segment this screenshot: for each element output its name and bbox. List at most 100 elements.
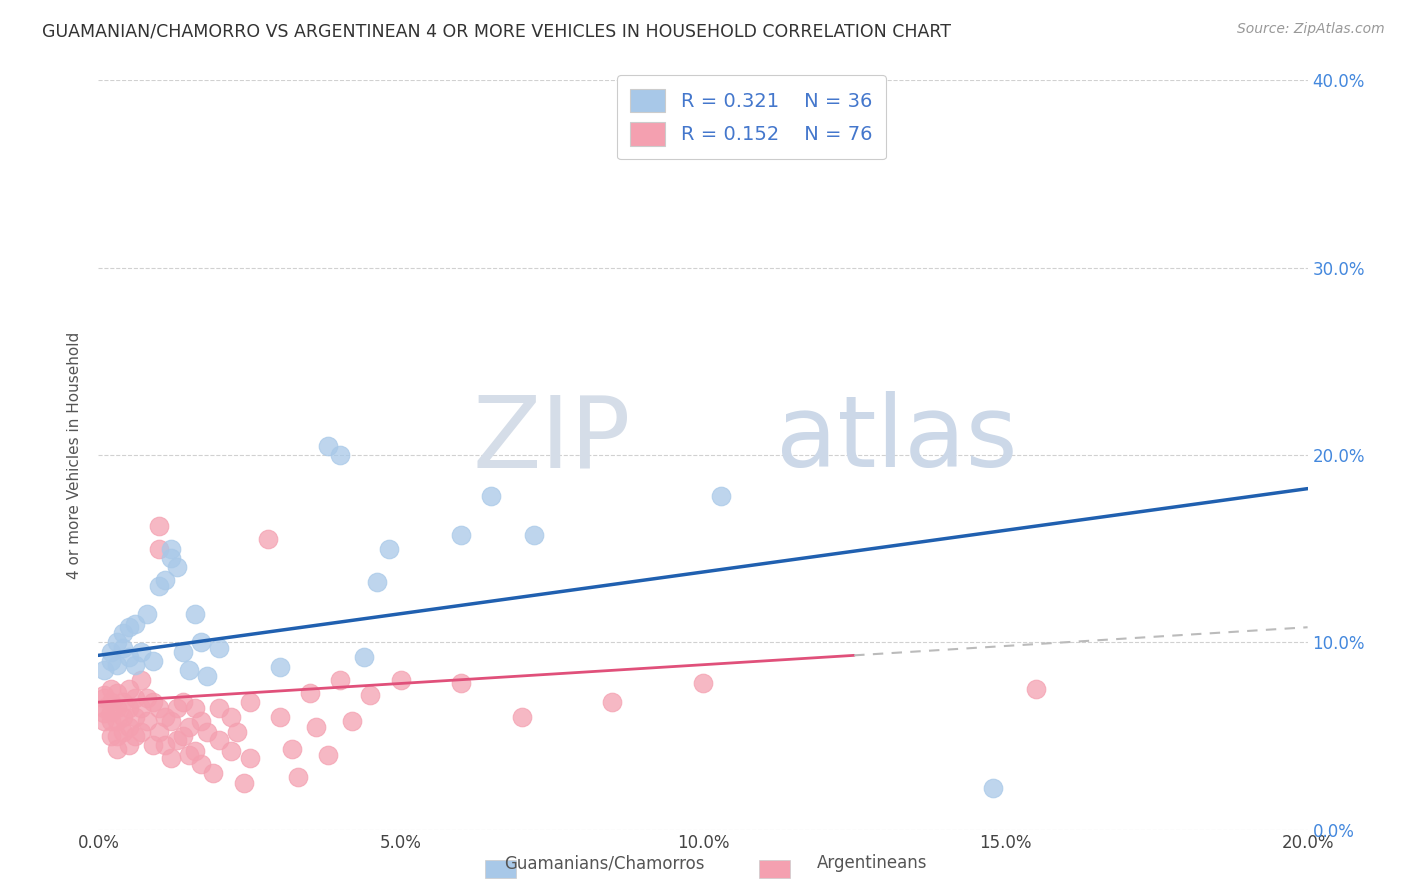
Point	[105, 701, 128, 715]
Point	[353, 650, 375, 665]
Point	[93, 714, 115, 728]
Point	[124, 691, 146, 706]
Point	[153, 574, 176, 588]
Point	[135, 714, 157, 728]
Point	[195, 725, 218, 739]
Point	[510, 710, 533, 724]
Point	[135, 607, 157, 621]
Point	[239, 695, 262, 709]
Point	[299, 686, 322, 700]
Point	[166, 732, 188, 747]
Point	[481, 489, 503, 503]
Point	[105, 635, 128, 649]
Point	[179, 719, 201, 733]
Point	[100, 644, 122, 658]
Point	[124, 657, 146, 672]
Point	[342, 714, 364, 728]
Point	[184, 744, 207, 758]
Point	[172, 644, 194, 658]
Point	[221, 710, 243, 724]
Point	[239, 751, 262, 765]
Point	[1024, 682, 1046, 697]
Point	[118, 719, 141, 733]
Point	[142, 654, 165, 668]
Point	[93, 701, 115, 715]
Point	[129, 644, 152, 658]
Point	[316, 747, 339, 762]
Point	[221, 744, 243, 758]
Point	[160, 714, 183, 728]
Point	[142, 739, 165, 753]
Point	[305, 719, 328, 733]
Point	[450, 676, 472, 690]
Point	[269, 659, 291, 673]
Point	[281, 742, 304, 756]
Point	[142, 695, 165, 709]
Point	[93, 691, 115, 706]
Point	[184, 607, 207, 621]
Point	[124, 710, 146, 724]
Point	[124, 729, 146, 743]
Point	[148, 579, 170, 593]
Point	[316, 439, 339, 453]
Point	[129, 673, 152, 687]
Point	[118, 739, 141, 753]
Point	[269, 710, 291, 724]
Point	[93, 706, 115, 721]
Point	[190, 714, 212, 728]
Point	[148, 701, 170, 715]
Point	[232, 776, 254, 790]
Point	[100, 695, 122, 709]
Point	[195, 669, 218, 683]
Point	[179, 664, 201, 678]
Text: Guamanians/Chamorros: Guamanians/Chamorros	[505, 855, 704, 872]
Point	[166, 560, 188, 574]
Point	[166, 701, 188, 715]
Point	[172, 729, 194, 743]
Point	[105, 742, 128, 756]
Point	[105, 729, 128, 743]
Point	[105, 714, 128, 728]
Point	[160, 551, 183, 566]
Point	[111, 710, 134, 724]
Text: ZIP: ZIP	[472, 392, 630, 489]
Point	[118, 620, 141, 634]
Point	[100, 654, 122, 668]
Point	[93, 664, 115, 678]
Point	[118, 682, 141, 697]
Point	[100, 714, 122, 728]
Point	[981, 781, 1004, 796]
Point	[105, 657, 128, 672]
Point	[523, 528, 546, 542]
Point	[111, 695, 134, 709]
Point	[179, 747, 201, 762]
Point	[148, 519, 170, 533]
Point	[100, 729, 122, 743]
Point	[135, 691, 157, 706]
Point	[226, 725, 249, 739]
Legend: R = 0.321    N = 36, R = 0.152    N = 76: R = 0.321 N = 36, R = 0.152 N = 76	[617, 75, 886, 160]
Point	[208, 640, 231, 655]
Point	[148, 541, 170, 556]
Point	[450, 528, 472, 542]
Point	[129, 725, 152, 739]
Text: Source: ZipAtlas.com: Source: ZipAtlas.com	[1237, 22, 1385, 37]
Point	[366, 575, 388, 590]
Point	[287, 770, 309, 784]
Point	[100, 705, 122, 719]
Point	[329, 673, 352, 687]
Point	[602, 695, 624, 709]
Point	[190, 756, 212, 771]
Point	[148, 725, 170, 739]
Point	[111, 640, 134, 655]
Point	[208, 732, 231, 747]
Point	[129, 701, 152, 715]
Text: atlas: atlas	[776, 392, 1017, 489]
Point	[93, 688, 115, 702]
Point	[118, 701, 141, 715]
Point	[153, 739, 176, 753]
Point	[190, 635, 212, 649]
Point	[153, 710, 176, 724]
Text: GUAMANIAN/CHAMORRO VS ARGENTINEAN 4 OR MORE VEHICLES IN HOUSEHOLD CORRELATION CH: GUAMANIAN/CHAMORRO VS ARGENTINEAN 4 OR M…	[42, 22, 952, 40]
Point	[111, 725, 134, 739]
